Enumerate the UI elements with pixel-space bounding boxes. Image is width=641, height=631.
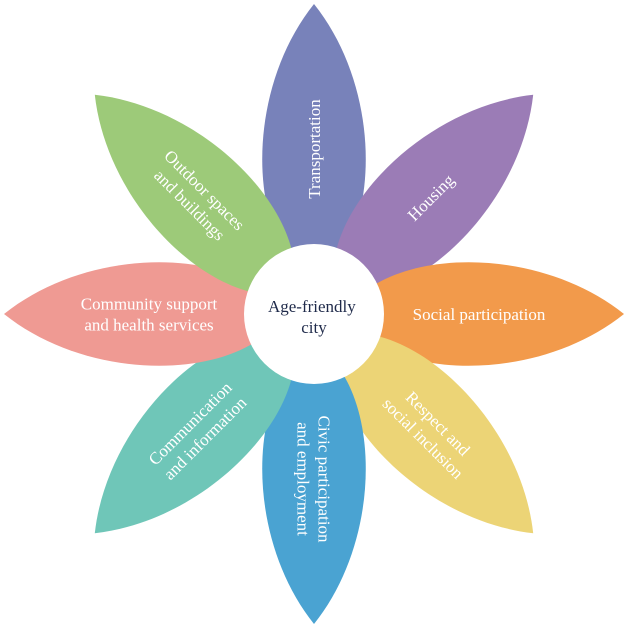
center-label: Age-friendly city [268,297,360,337]
petal-outdoor-spaces-and-buildings [94,94,295,295]
petal-label-civic-participation-and-employment: Civic participationand employment [294,416,334,543]
petals-group [4,4,624,624]
petal-label-line: Social participation [413,305,546,324]
petal-social-participation [344,262,624,366]
petal-label-transportation: Transportation [305,99,324,199]
petal-respect-and-social-inclusion [333,333,534,534]
petal-label-line: Community support [81,295,218,314]
petal-label-line: and employment [294,422,313,536]
petal-communication-and-information [94,333,295,534]
petal-label-social-participation: Social participation [413,305,546,324]
petal-label-line: Transportation [305,99,324,199]
petal-community-support-and-health-services [4,262,284,366]
petal-transportation [262,4,366,284]
center-label-line-2: city [301,318,327,337]
petal-civic-participation-and-employment [262,344,366,624]
center-label-line-1: Age-friendly [268,297,356,316]
petal-label-line: and health services [84,316,213,335]
center-circle [244,244,384,384]
petal-housing [333,94,534,295]
petal-label-line: Civic participation [315,416,334,543]
petal-label-community-support-and-health-services: Community support and health services [81,295,218,335]
